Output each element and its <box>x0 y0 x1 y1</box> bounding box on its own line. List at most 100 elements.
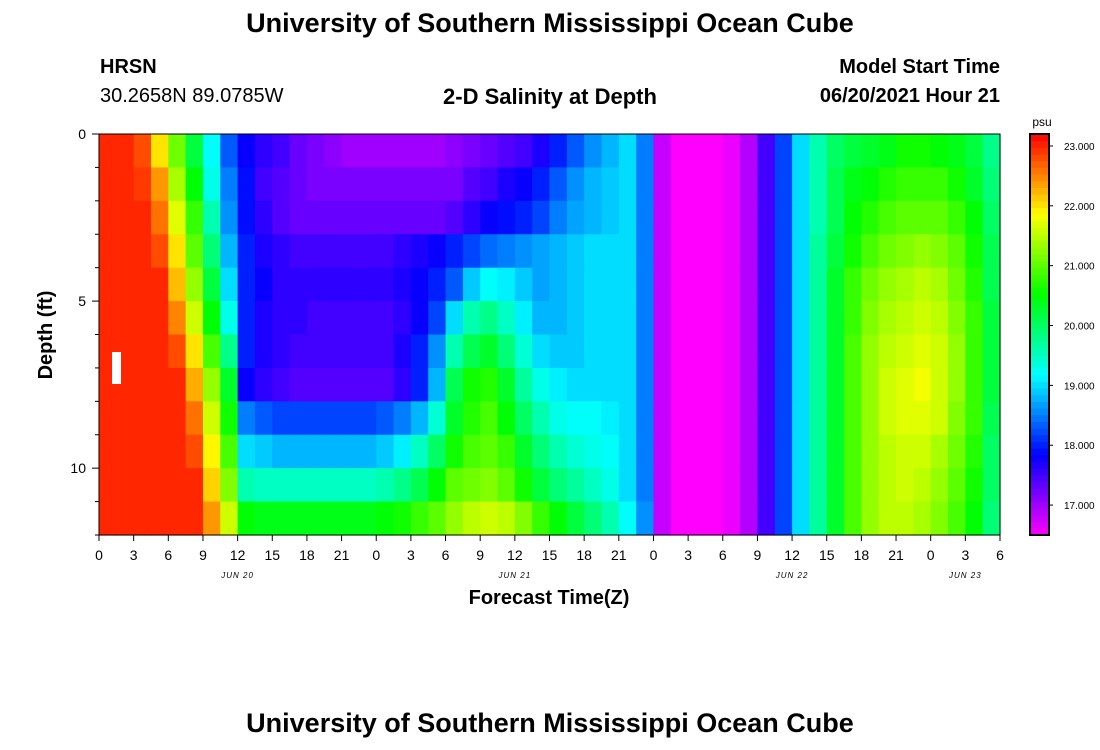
heatmap-cell <box>774 468 793 503</box>
heatmap-cell <box>116 468 135 503</box>
heatmap-cell <box>549 301 568 336</box>
y-axis: 0 5 10 <box>70 126 99 536</box>
heatmap-cell <box>913 134 932 169</box>
heatmap-cell <box>428 468 447 503</box>
heatmap-cell <box>376 134 395 169</box>
heatmap-cell <box>740 200 759 235</box>
heatmap-cell <box>445 434 464 469</box>
heatmap-cell <box>861 267 880 302</box>
heatmap-cell <box>809 501 828 536</box>
heatmap-cell <box>445 501 464 536</box>
heatmap-cell <box>480 401 499 436</box>
heatmap-cell <box>116 200 135 235</box>
heatmap-cell <box>861 468 880 503</box>
heatmap-cell <box>982 334 1001 369</box>
heatmap-cell <box>948 401 966 436</box>
x-tick-label: 12 <box>507 547 523 563</box>
model-start-label: Model Start Time <box>839 56 1000 78</box>
colorbar-segment <box>1030 274 1049 282</box>
heatmap-cell <box>202 200 221 235</box>
colorbar-segment <box>1030 374 1049 382</box>
heatmap-cell <box>584 334 603 369</box>
heatmap-cell <box>774 234 793 269</box>
heatmap-cell <box>462 301 481 336</box>
heatmap-cell <box>341 434 360 469</box>
heatmap-cell <box>497 334 516 369</box>
heatmap-cell <box>792 267 811 302</box>
heatmap-cell <box>185 200 204 235</box>
heatmap-cell <box>722 134 741 169</box>
heatmap-cell <box>133 301 152 336</box>
heatmap-cell <box>133 501 152 536</box>
heatmap-cell <box>566 501 585 536</box>
heatmap-cell <box>549 401 568 436</box>
heatmap-cell <box>740 234 759 269</box>
heatmap-cell <box>202 267 221 302</box>
colorbar-segment <box>1030 414 1049 422</box>
heatmap-cell <box>462 334 481 369</box>
heatmap-cell <box>306 401 325 436</box>
heatmap-cell <box>341 468 360 503</box>
heatmap-cell <box>514 468 533 503</box>
heatmap-cell <box>99 434 117 469</box>
heatmap-cell <box>497 200 516 235</box>
heatmap-cell <box>601 401 620 436</box>
heatmap-cell <box>428 267 447 302</box>
heatmap-cell <box>99 301 117 336</box>
heatmap-cell <box>254 401 273 436</box>
heatmap-cell <box>566 334 585 369</box>
heatmap-cell <box>930 234 949 269</box>
heatmap-cell <box>809 200 828 235</box>
heatmap-cell <box>341 134 360 169</box>
heatmap-cell <box>237 367 256 402</box>
heatmap-cell <box>116 401 135 436</box>
heatmap-cell <box>688 267 707 302</box>
heatmap-cell <box>878 234 897 269</box>
colorbar-segment <box>1030 321 1049 329</box>
heatmap-cell <box>549 434 568 469</box>
heatmap-cell <box>150 200 169 235</box>
heatmap-cell <box>306 367 325 402</box>
heatmap-cell <box>289 267 308 302</box>
colorbar-segment <box>1030 287 1049 295</box>
x-tick-label: 0 <box>650 547 658 563</box>
heatmap-cell <box>826 167 845 202</box>
heatmap-cell <box>601 167 620 202</box>
heatmap-cell <box>844 367 862 402</box>
x-tick-label: 6 <box>719 547 727 563</box>
heatmap-cell <box>133 468 152 503</box>
heatmap-cell <box>636 501 655 536</box>
heatmap-cell <box>237 167 256 202</box>
heatmap-cell <box>116 501 135 536</box>
heatmap-cell <box>480 434 499 469</box>
colorbar-segment <box>1030 260 1049 269</box>
heatmap-cell <box>462 200 481 235</box>
heatmap-cell <box>237 401 256 436</box>
heatmap-cell <box>896 401 914 436</box>
heatmap-cell <box>878 434 897 469</box>
heatmap-cell <box>220 401 239 436</box>
heatmap-cell <box>220 301 239 336</box>
heatmap-cell <box>965 468 984 503</box>
heatmap-cell <box>497 501 516 536</box>
heatmap-cell <box>341 334 360 369</box>
heatmap-cell <box>549 200 568 235</box>
heatmap-cell <box>428 434 447 469</box>
x-tick-label: 3 <box>961 547 969 563</box>
heatmap-cell <box>792 334 811 369</box>
heatmap-cell <box>896 434 914 469</box>
heatmap-cell <box>809 234 828 269</box>
heatmap-cell <box>913 234 932 269</box>
colorbar-segment <box>1030 441 1049 449</box>
heatmap-cell <box>272 334 291 369</box>
heatmap-cell <box>462 134 481 169</box>
heatmap-cell <box>393 501 412 536</box>
heatmap-cell <box>99 267 117 302</box>
heatmap-cell <box>324 134 343 169</box>
colorbar-segment <box>1030 367 1049 376</box>
heatmap-cell <box>930 301 949 336</box>
heatmap-cell <box>220 434 239 469</box>
heatmap-cell <box>497 167 516 202</box>
heatmap-cell <box>740 401 759 436</box>
heatmap-cell <box>722 167 741 202</box>
